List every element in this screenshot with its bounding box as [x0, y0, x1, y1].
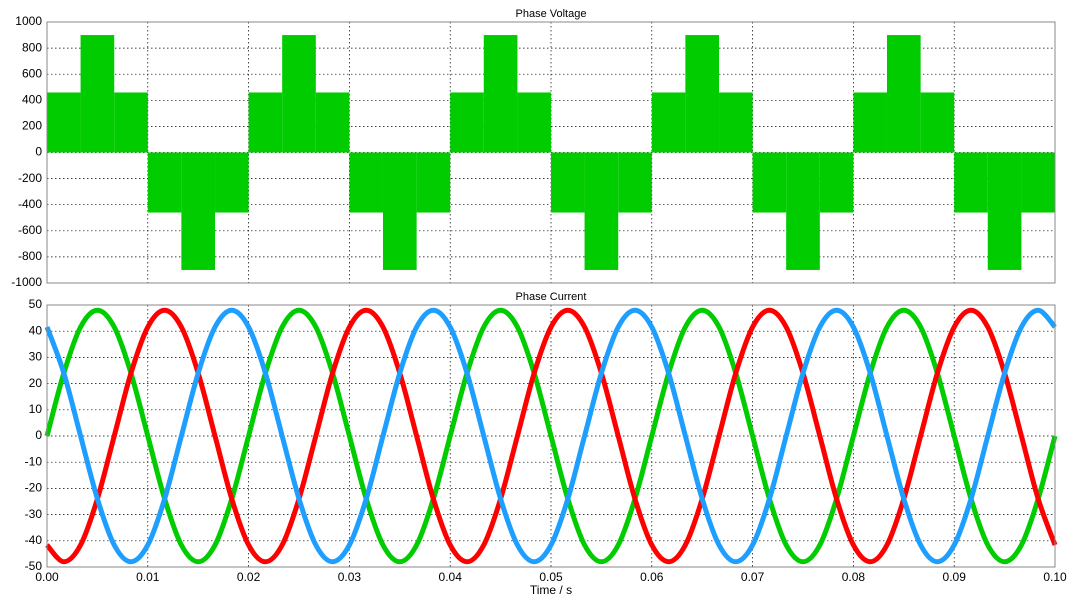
x-tick-label: 0.04: [439, 570, 463, 584]
y-tick-label: 20: [29, 376, 43, 390]
voltage-bar: [215, 152, 249, 213]
y-tick-label: -800: [18, 249, 42, 263]
voltage-bar: [483, 35, 518, 153]
x-tick-label: 0.02: [237, 570, 261, 584]
voltage-bar: [786, 152, 820, 270]
voltage-bar: [47, 92, 81, 153]
x-tick-label: 0.09: [943, 570, 967, 584]
y-tick-label: 30: [29, 350, 43, 364]
y-tick-label: 600: [22, 66, 42, 80]
y-tick-label: -40: [25, 533, 43, 547]
plot-frame: [46, 21, 1056, 284]
y-tick-label: 400: [22, 92, 42, 106]
x-tick-label: 0.06: [640, 570, 664, 584]
voltage-bar: [349, 152, 383, 213]
current-line: [44, 307, 1057, 565]
y-tick-label: 0: [35, 428, 42, 442]
voltage-bar: [685, 35, 720, 153]
current-line: [44, 307, 1058, 565]
voltage-bar: [315, 92, 350, 153]
voltage-bar: [382, 152, 417, 270]
voltage-bar: [450, 92, 484, 153]
voltage-bar: [181, 152, 216, 270]
x-tick-label: 0.05: [539, 570, 563, 584]
y-tick-label: -600: [18, 223, 42, 237]
y-tick-label: 10: [29, 402, 43, 416]
voltage-bar: [517, 92, 551, 153]
voltage-bar: [618, 152, 652, 213]
y-tick-label: -30: [25, 507, 43, 521]
y-tick-label: 1000: [15, 14, 42, 28]
y-tick-label: 50: [29, 297, 43, 311]
voltage-bar: [80, 35, 115, 153]
voltage-bar: [987, 152, 1022, 270]
y-tick-label: 200: [22, 119, 42, 133]
voltage-bar: [886, 35, 921, 153]
y-tick-label: -50: [25, 559, 43, 573]
voltage-bar: [147, 152, 182, 213]
x-tick-label: 0.00: [35, 570, 59, 584]
y-tick-label: 40: [29, 323, 43, 337]
x-tick-label: 0.07: [741, 570, 765, 584]
y-tick-label: -400: [18, 197, 42, 211]
voltage-bar: [551, 152, 585, 213]
y-tick-label: 0: [35, 145, 42, 159]
voltage-bar: [282, 35, 316, 153]
y-tick-label: -10: [25, 454, 43, 468]
x-tick-label: 0.01: [136, 570, 160, 584]
voltage-bar: [1021, 152, 1055, 213]
x-tick-label: 0.08: [842, 570, 866, 584]
x-tick-label: 0.10: [1043, 570, 1067, 584]
chart-title: Phase Voltage: [516, 8, 587, 20]
voltage-bar: [651, 92, 686, 153]
y-tick-label: -1000: [11, 275, 42, 289]
voltage-bar: [114, 92, 148, 153]
voltage-bar: [248, 92, 283, 153]
voltage-bar: [819, 152, 854, 213]
x-axis-label: Time / s: [530, 583, 572, 597]
voltage-bar: [752, 152, 787, 213]
voltage-bar: [416, 152, 451, 213]
voltage-bar: [920, 92, 955, 153]
chart-title: Phase Current: [516, 291, 587, 303]
voltage-bar: [584, 152, 619, 270]
voltage-bar: [954, 152, 988, 213]
x-tick-label: 0.03: [338, 570, 362, 584]
y-tick-label: -20: [25, 481, 43, 495]
plot-frame: [46, 304, 1056, 568]
voltage-bar: [853, 92, 887, 153]
current-line: [45, 307, 1058, 565]
y-tick-label: -200: [18, 171, 42, 185]
y-tick-label: 800: [22, 40, 42, 54]
voltage-bar: [719, 92, 753, 153]
